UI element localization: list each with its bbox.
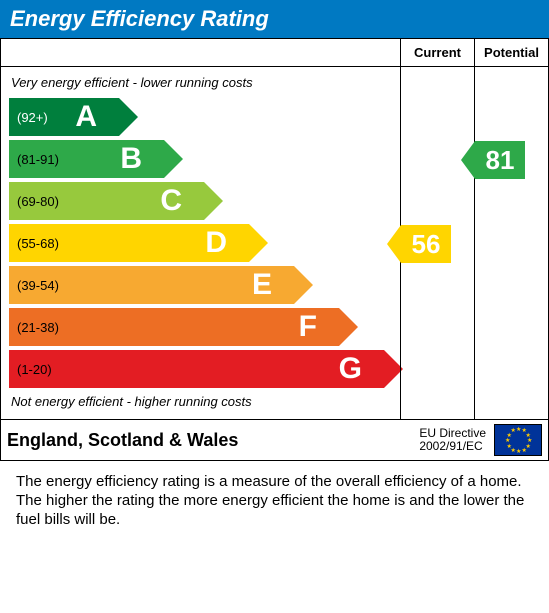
band-range-e: (39-54): [9, 278, 59, 293]
band-chevron-d: [249, 224, 268, 262]
value-columns-overlay: 56 81: [400, 67, 548, 419]
potential-marker: 81: [461, 141, 525, 179]
band-letter-d: D: [205, 226, 227, 260]
header-spacer: [1, 39, 400, 66]
title-text: Energy Efficiency Rating: [10, 6, 269, 31]
band-chevron-a: [119, 98, 138, 136]
current-value: 56: [401, 225, 451, 263]
band-range-a: (92+): [9, 110, 48, 125]
description-text: The energy efficiency rating is a measur…: [0, 461, 549, 537]
footer-directive: EU Directive 2002/91/EC: [419, 427, 486, 453]
eu-star-icon: ★: [522, 447, 527, 454]
current-column: 56: [400, 67, 474, 419]
band-letter-g: G: [339, 352, 362, 386]
bars-area: Very energy efficient - lower running co…: [1, 67, 548, 419]
band-range-g: (1-20): [9, 362, 52, 377]
band-letter-b: B: [120, 142, 142, 176]
potential-chevron-icon: [461, 141, 475, 179]
band-letter-c: C: [160, 184, 182, 218]
band-chevron-c: [204, 182, 223, 220]
band-bar-d: (55-68) D: [9, 224, 249, 262]
directive-line2: 2002/91/EC: [419, 440, 486, 453]
band-bar-a: (92+) A: [9, 98, 119, 136]
eu-flag-icon: ★★★★★★★★★★★★: [494, 424, 542, 456]
band-chevron-f: [339, 308, 358, 346]
band-range-c: (69-80): [9, 194, 59, 209]
band-chevron-b: [164, 140, 183, 178]
band-chevron-e: [294, 266, 313, 304]
band-bar-e: (39-54) E: [9, 266, 294, 304]
potential-column: 81: [474, 67, 548, 419]
column-header-row: Current Potential: [1, 39, 548, 67]
band-bar-g: (1-20) G: [9, 350, 384, 388]
band-bar-c: (69-80) C: [9, 182, 204, 220]
potential-value: 81: [475, 141, 525, 179]
footer-region: England, Scotland & Wales: [7, 430, 419, 451]
header-potential: Potential: [474, 39, 548, 66]
current-chevron-icon: [387, 225, 401, 263]
band-range-b: (81-91): [9, 152, 59, 167]
current-marker: 56: [387, 225, 451, 263]
band-bar-f: (21-38) F: [9, 308, 339, 346]
footer-row: England, Scotland & Wales EU Directive 2…: [1, 419, 548, 460]
band-letter-f: F: [299, 310, 317, 344]
header-current: Current: [400, 39, 474, 66]
title-bar: Energy Efficiency Rating: [0, 0, 549, 38]
band-letter-e: E: [252, 268, 272, 302]
epc-chart: Current Potential Very energy efficient …: [0, 38, 549, 461]
band-bar-b: (81-91) B: [9, 140, 164, 178]
band-letter-a: A: [75, 100, 97, 134]
band-range-f: (21-38): [9, 320, 59, 335]
band-range-d: (55-68): [9, 236, 59, 251]
eu-star-icon: ★: [511, 427, 516, 434]
eu-star-icon: ★: [516, 448, 521, 455]
